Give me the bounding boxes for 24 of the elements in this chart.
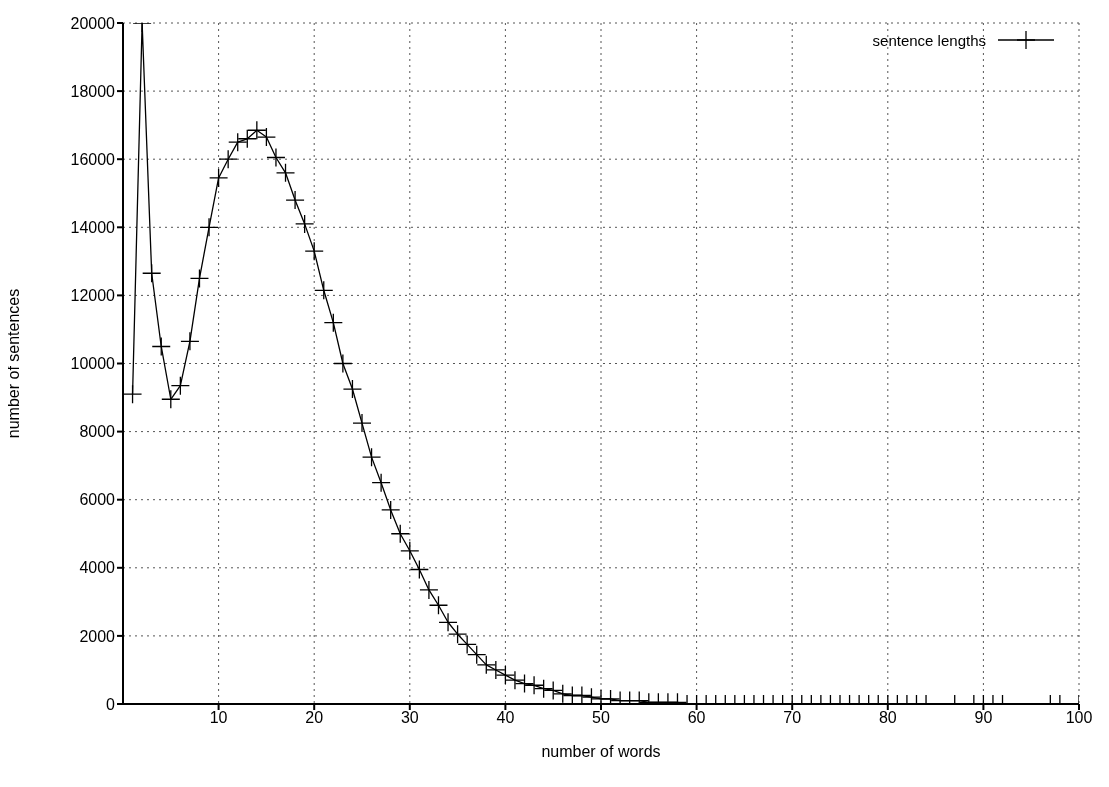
x-tick-label: 60	[687, 709, 706, 727]
x-tick-label: 80	[878, 709, 897, 727]
legend-label: sentence lengths	[872, 31, 986, 49]
x-tick-label: 100	[1065, 709, 1093, 727]
y-tick-label: 8000	[79, 423, 116, 441]
x-tick-label: 70	[783, 709, 802, 727]
y-tick-label: 18000	[70, 82, 116, 100]
x-tick-label: 90	[974, 709, 993, 727]
x-tick-label: 10	[209, 709, 228, 727]
y-axis-title: number of sentences	[4, 288, 22, 439]
x-tick-label: 40	[496, 709, 515, 727]
y-tick-label: 6000	[79, 491, 116, 509]
x-tick-label: 30	[400, 709, 419, 727]
y-tick-label: 0	[106, 695, 116, 713]
y-tick-label: 12000	[70, 287, 116, 305]
x-tick-label: 20	[305, 709, 324, 727]
y-tick-label: 4000	[79, 559, 116, 577]
y-tick-label: 2000	[79, 627, 116, 645]
y-tick-label: 20000	[70, 14, 116, 32]
x-axis-title: number of words	[541, 743, 661, 760]
y-tick-label: 14000	[70, 218, 116, 236]
y-tick-label: 10000	[70, 355, 116, 373]
x-tick-label: 50	[592, 709, 610, 727]
y-tick-label: 16000	[70, 150, 116, 168]
